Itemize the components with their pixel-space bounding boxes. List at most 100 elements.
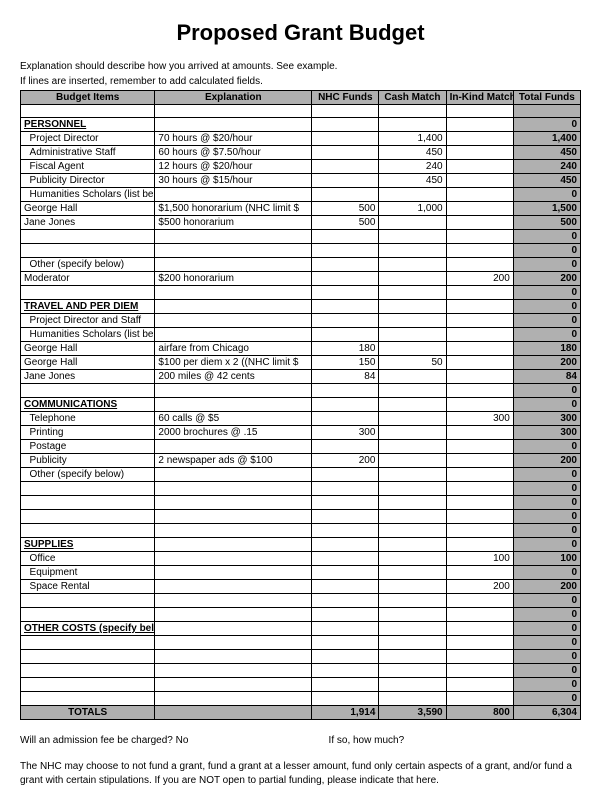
table-row: Equipment0 bbox=[21, 566, 581, 580]
cell-inkind: 100 bbox=[446, 552, 513, 566]
cell-explanation bbox=[155, 538, 312, 552]
table-row: Telephone60 calls @ $5300300 bbox=[21, 412, 581, 426]
cell-cash bbox=[379, 258, 446, 272]
cell-cash bbox=[379, 426, 446, 440]
cell-inkind: 200 bbox=[446, 272, 513, 286]
cell-cash bbox=[379, 566, 446, 580]
cell-item bbox=[21, 286, 155, 300]
cell-cash: 1,400 bbox=[379, 132, 446, 146]
cell-nhc bbox=[312, 384, 379, 398]
cell-nhc bbox=[312, 286, 379, 300]
cell-inkind bbox=[446, 426, 513, 440]
table-row: George Hall$1,500 honorarium (NHC limit … bbox=[21, 202, 581, 216]
cell-explanation: $1,500 honorarium (NHC limit $ bbox=[155, 202, 312, 216]
cell-cash bbox=[379, 244, 446, 258]
cell-inkind bbox=[446, 468, 513, 482]
cell-total: 0 bbox=[513, 538, 580, 552]
table-row: Project Director70 hours @ $20/hour1,400… bbox=[21, 132, 581, 146]
table-row: SUPPLIES0 bbox=[21, 538, 581, 552]
cell-total: 240 bbox=[513, 160, 580, 174]
cell-inkind bbox=[446, 650, 513, 664]
cell-nhc: 200 bbox=[312, 454, 379, 468]
cell-inkind bbox=[446, 594, 513, 608]
cell-total: 100 bbox=[513, 552, 580, 566]
cell-total: 0 bbox=[513, 566, 580, 580]
cell-item: Printing bbox=[21, 426, 155, 440]
cell-nhc bbox=[312, 650, 379, 664]
table-row: 0 bbox=[21, 482, 581, 496]
cell-total: 84 bbox=[513, 370, 580, 384]
cell-total: 0 bbox=[513, 258, 580, 272]
cell-total bbox=[513, 105, 580, 118]
cell-total: 180 bbox=[513, 342, 580, 356]
cell-explanation bbox=[155, 524, 312, 538]
admission-amount-question: If so, how much? bbox=[329, 734, 581, 748]
cell-cash bbox=[379, 482, 446, 496]
cell-item: COMMUNICATIONS bbox=[21, 398, 155, 412]
table-row: 0 bbox=[21, 230, 581, 244]
cell-inkind bbox=[446, 440, 513, 454]
cell-cash: 450 bbox=[379, 174, 446, 188]
cell-nhc bbox=[312, 188, 379, 202]
cell-total: 0 bbox=[513, 692, 580, 706]
cell-inkind bbox=[446, 370, 513, 384]
cell-explanation: airfare from Chicago bbox=[155, 342, 312, 356]
cell-inkind bbox=[446, 524, 513, 538]
cell-explanation bbox=[155, 118, 312, 132]
cell-total: 200 bbox=[513, 272, 580, 286]
cell-inkind bbox=[446, 692, 513, 706]
cell-inkind bbox=[446, 286, 513, 300]
totals-label: TOTALS bbox=[21, 706, 155, 720]
cell-item: Administrative Staff bbox=[21, 146, 155, 160]
table-row: Space Rental200200 bbox=[21, 580, 581, 594]
cell-explanation: 70 hours @ $20/hour bbox=[155, 132, 312, 146]
page-title: Proposed Grant Budget bbox=[20, 20, 581, 46]
cell-explanation: 2 newspaper ads @ $100 bbox=[155, 454, 312, 468]
table-header-row: Budget Items Explanation NHC Funds Cash … bbox=[21, 91, 581, 105]
cell-nhc bbox=[312, 580, 379, 594]
cell-total: 200 bbox=[513, 356, 580, 370]
cell-nhc bbox=[312, 244, 379, 258]
cell-total: 0 bbox=[513, 524, 580, 538]
table-row: Fiscal Agent12 hours @ $20/hour240240 bbox=[21, 160, 581, 174]
cell-explanation: $200 honorarium bbox=[155, 272, 312, 286]
cell-inkind: 200 bbox=[446, 580, 513, 594]
col-inkind-match: In-Kind Match bbox=[446, 91, 513, 105]
table-row bbox=[21, 105, 581, 118]
cell-explanation bbox=[155, 314, 312, 328]
cell-cash: 240 bbox=[379, 160, 446, 174]
cell-cash bbox=[379, 622, 446, 636]
cell-total: 0 bbox=[513, 384, 580, 398]
cell-inkind bbox=[446, 636, 513, 650]
cell-inkind bbox=[446, 608, 513, 622]
cell-item bbox=[21, 384, 155, 398]
cell-cash bbox=[379, 454, 446, 468]
cell-nhc bbox=[312, 105, 379, 118]
cell-nhc bbox=[312, 594, 379, 608]
admission-question: Will an admission fee be charged? No bbox=[20, 734, 329, 748]
col-explanation: Explanation bbox=[155, 91, 312, 105]
table-row: PERSONNEL0 bbox=[21, 118, 581, 132]
table-row: 0 bbox=[21, 594, 581, 608]
cell-explanation bbox=[155, 328, 312, 342]
cell-explanation bbox=[155, 510, 312, 524]
cell-nhc bbox=[312, 314, 379, 328]
table-row: Other (specify below)0 bbox=[21, 258, 581, 272]
funding-note: The NHC may choose to not fund a grant, … bbox=[20, 760, 581, 788]
cell-inkind bbox=[446, 664, 513, 678]
cell-explanation bbox=[155, 608, 312, 622]
table-row: OTHER COSTS (specify below)0 bbox=[21, 622, 581, 636]
cell-explanation bbox=[155, 286, 312, 300]
cell-nhc bbox=[312, 272, 379, 286]
cell-nhc: 500 bbox=[312, 216, 379, 230]
cell-explanation bbox=[155, 482, 312, 496]
cell-cash bbox=[379, 118, 446, 132]
cell-inkind bbox=[446, 118, 513, 132]
cell-total: 500 bbox=[513, 216, 580, 230]
cell-cash: 50 bbox=[379, 356, 446, 370]
cell-total: 0 bbox=[513, 510, 580, 524]
table-row: 0 bbox=[21, 636, 581, 650]
cell-total: 0 bbox=[513, 678, 580, 692]
cell-inkind bbox=[446, 482, 513, 496]
cell-item: Postage bbox=[21, 440, 155, 454]
